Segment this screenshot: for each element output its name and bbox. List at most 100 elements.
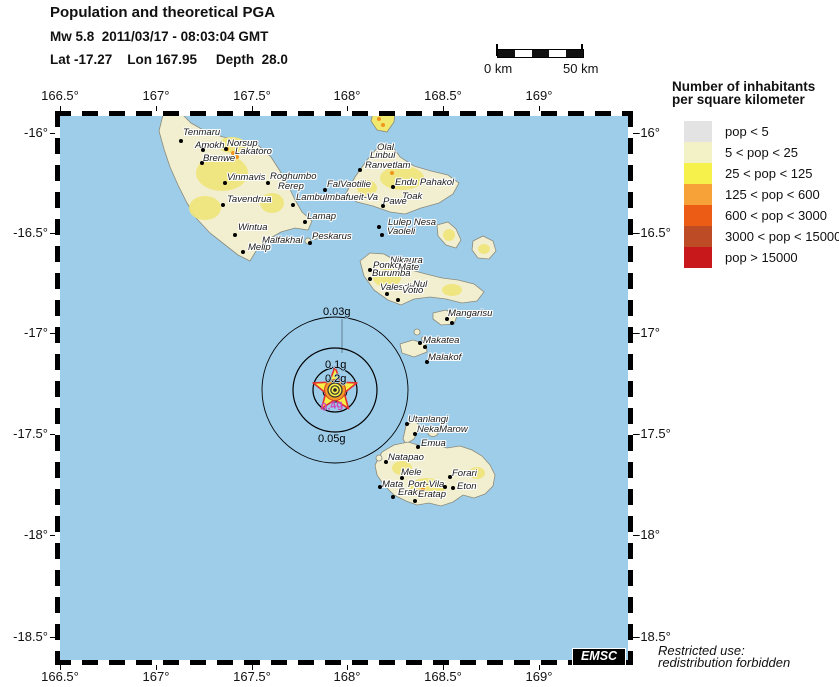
legend-swatch xyxy=(684,226,712,247)
town-labels-layer: Tenmaru Amokh Norsup Lakatoro Brenwe Vinmavis… xyxy=(57,113,631,663)
town-dot xyxy=(413,432,417,436)
legend-label: 125 < pop < 600 xyxy=(725,187,820,202)
town-dot xyxy=(241,250,245,254)
lon-label-bottom: 167.5° xyxy=(233,669,271,684)
town-dot xyxy=(384,460,388,464)
lon-tick-bottom xyxy=(539,663,540,670)
town-label: Melip xyxy=(248,242,271,253)
lat-tick-left xyxy=(50,637,57,638)
town-label: FalVaotilie xyxy=(327,179,372,190)
pga-contour-label: 0.2g xyxy=(325,373,347,385)
town-label: Amokh xyxy=(195,140,225,151)
town-dot xyxy=(201,148,205,152)
legend-row: 600 < pop < 3000 xyxy=(684,205,839,226)
town-dot xyxy=(358,168,362,172)
town-dot xyxy=(233,233,237,237)
town-label: Endu Pahakol xyxy=(395,177,455,188)
town-label: Emua xyxy=(421,438,446,449)
lat-label-right: -16.5° xyxy=(636,225,671,240)
town-dot xyxy=(385,292,389,296)
lon-label-top: 167° xyxy=(142,88,170,103)
town-dot xyxy=(416,445,420,449)
town-dot xyxy=(223,181,227,185)
town-label: Lambulmbafueit-Va xyxy=(296,192,379,203)
town-label: Peskarus xyxy=(312,231,352,242)
legend-title-line2: per square kilometer xyxy=(672,92,805,107)
legend-label: 3000 < pop < 15000 xyxy=(725,229,839,244)
lat-label-right: -17° xyxy=(636,325,660,340)
lon-tick-bottom xyxy=(347,663,348,670)
town-label: Makatea xyxy=(423,335,460,346)
frame-dash-left xyxy=(55,111,60,665)
legend-swatch xyxy=(684,142,712,163)
pga-contour-label: 0.05g xyxy=(318,433,346,445)
frame-dash-top xyxy=(55,111,633,116)
town-dot xyxy=(377,225,381,229)
lat-label-left: -16.5° xyxy=(13,225,48,240)
lon-tick-bottom xyxy=(443,663,444,670)
lat-tick-left xyxy=(50,434,57,435)
lat-tick-left xyxy=(50,333,57,334)
lon-tick-top xyxy=(156,106,157,113)
legend-row: 125 < pop < 600 xyxy=(684,184,839,205)
legend-row: 3000 < pop < 15000 xyxy=(684,226,839,247)
town-label: Burumba xyxy=(372,268,411,279)
lat-label-right: -18° xyxy=(636,527,660,542)
town-dot xyxy=(405,422,409,426)
legend-row: pop < 5 xyxy=(684,121,839,142)
lat-label-left: -18° xyxy=(24,527,48,542)
town-label: Malakof xyxy=(428,352,462,363)
town-label: Lamap xyxy=(307,211,337,222)
map-area: Tenmaru Amokh Norsup Lakatoro Brenwe Vinmavis… xyxy=(57,113,631,663)
lat-label-left: -17.5° xyxy=(13,426,48,441)
town-dot xyxy=(368,277,372,281)
lat-label-left: -17° xyxy=(24,325,48,340)
town-label: Tenmaru xyxy=(183,127,221,138)
scale-segment xyxy=(532,50,549,57)
town-label: Nul xyxy=(413,279,428,290)
town-label: Wintua xyxy=(238,222,268,233)
lon-label-top: 169° xyxy=(525,88,553,103)
town-label: Mele xyxy=(401,467,422,478)
population-legend: Number of inhabitants per square kilomet… xyxy=(672,79,839,268)
town-dot xyxy=(323,188,327,192)
map-scale-bar: 0 km 50 km xyxy=(484,44,617,80)
town-label: Pawe xyxy=(383,196,407,207)
lat-tick-left xyxy=(50,133,57,134)
town-label: Erak xyxy=(398,487,418,498)
town-dot xyxy=(445,317,449,321)
lat-tick-left xyxy=(50,535,57,536)
town-dot xyxy=(391,185,395,189)
town-dot xyxy=(221,203,225,207)
lat-tick-right xyxy=(631,133,638,134)
lon-label-top: 166.5° xyxy=(41,88,79,103)
town-dot xyxy=(266,181,270,185)
town-label: Lakatoro xyxy=(235,146,272,157)
restricted-line1: Restricted use: xyxy=(658,643,745,658)
scale-label-fifty: 50 km xyxy=(563,61,599,76)
lon-label-top: 168° xyxy=(333,88,361,103)
town-dot xyxy=(391,495,395,499)
scale-segment xyxy=(566,50,583,57)
town-dot xyxy=(378,485,382,489)
town-label: Ranvetlam xyxy=(365,160,411,171)
scale-segment xyxy=(515,50,532,57)
legend-title-line1: Number of inhabitants xyxy=(672,79,816,94)
emsc-logo: EMSC xyxy=(572,648,626,666)
lat-label-left: -16° xyxy=(24,125,48,140)
town-label: Vinmavis xyxy=(227,172,266,183)
town-label: Mangarisu xyxy=(448,308,493,319)
pga-contour-label: 0.03g xyxy=(323,306,351,318)
lat-tick-right xyxy=(631,434,638,435)
town-dot xyxy=(381,204,385,208)
lon-label-bottom: 167° xyxy=(142,669,170,684)
legend-swatch xyxy=(684,121,712,142)
lon-label-bottom: 168° xyxy=(333,669,361,684)
town-dot xyxy=(418,341,422,345)
town-label: Lulep Nesa xyxy=(388,217,437,228)
lon-tick-bottom xyxy=(252,663,253,670)
lon-tick-top xyxy=(347,106,348,113)
lat-label-right: -16° xyxy=(636,125,660,140)
town-label: Utanlangi xyxy=(408,414,449,425)
